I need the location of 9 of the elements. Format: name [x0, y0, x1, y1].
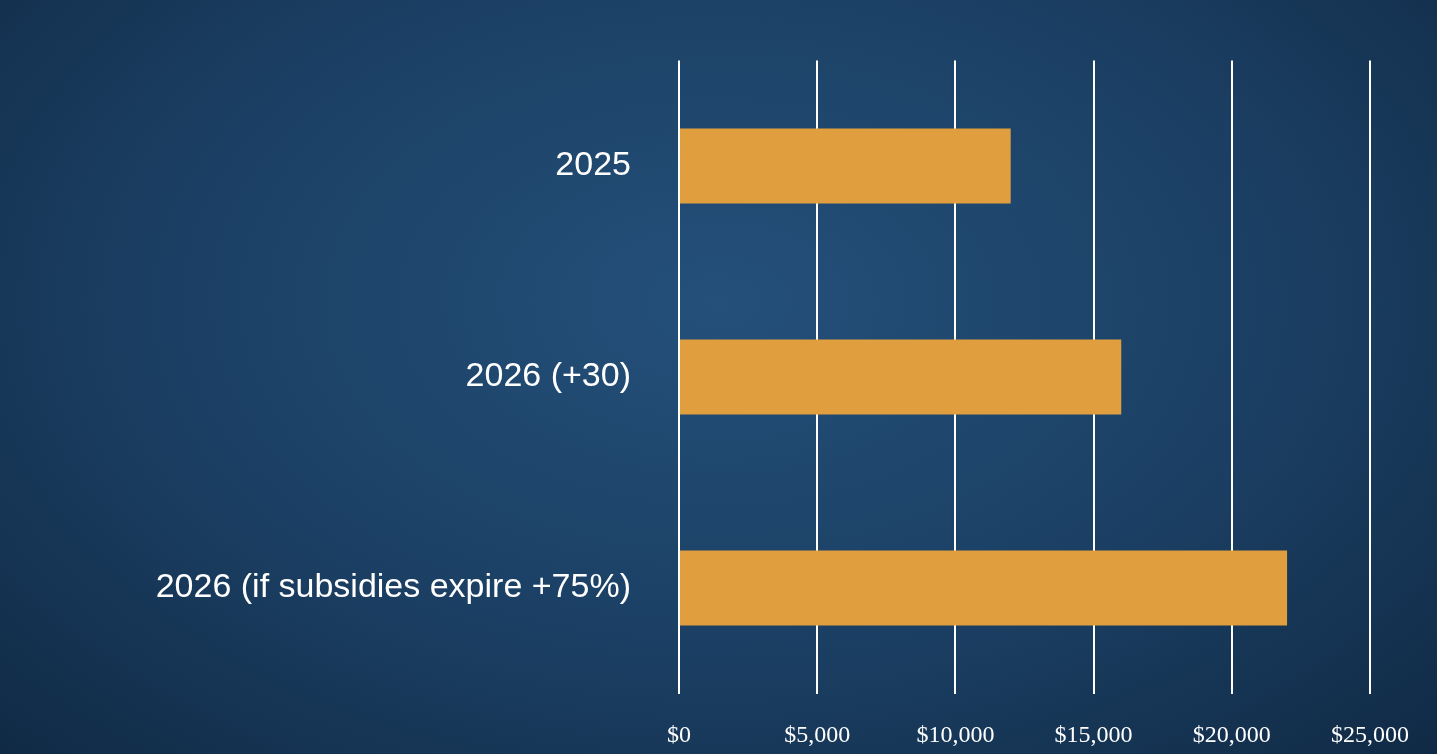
x-tick-label: $5,000 — [784, 721, 851, 748]
y-tick-label: 2026 (+30) — [465, 355, 631, 394]
x-tick-label: $10,000 — [916, 721, 995, 748]
y-tick-label: 2025 — [555, 144, 631, 183]
x-tick-label: $0 — [667, 721, 691, 748]
x-tick-label: $25,000 — [1331, 721, 1409, 748]
x-tick-label: $20,000 — [1192, 721, 1271, 748]
y-tick-label: 2026 (if subsidies expire +75%) — [155, 566, 631, 605]
x-tick-label: $15,000 — [1054, 721, 1133, 748]
